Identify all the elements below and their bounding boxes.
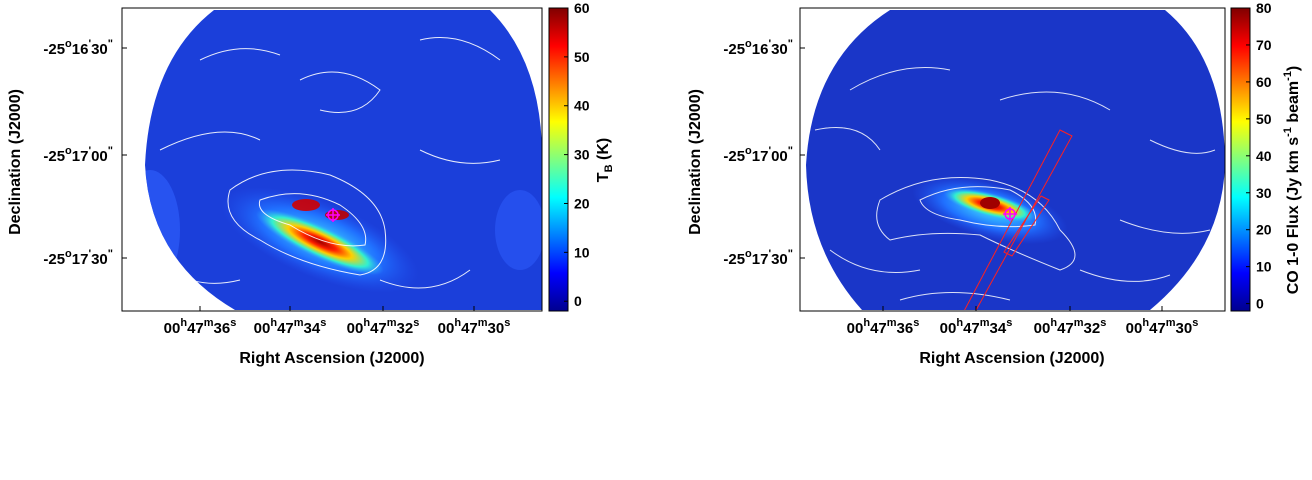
left-colorbar-label: TB (K) <box>595 138 615 182</box>
y-tick-label: -25o17'00" <box>723 145 793 165</box>
x-tick-label: 00h47m36s <box>164 317 237 337</box>
colorbar-tick-label: 50 <box>574 49 590 65</box>
colorbar-tick-label: 10 <box>574 244 590 260</box>
colorbar-tick-label: 60 <box>1256 74 1272 90</box>
x-tick-label: 00h47m30s <box>438 317 511 337</box>
colorbar-tick-label: 40 <box>1256 148 1272 164</box>
left-x-ticks: 00h47m36s 00h47m34s 00h47m32s 00h47m30s <box>164 306 511 337</box>
colorbar-tick-label: 40 <box>574 98 590 114</box>
colorbar-tick-label: 10 <box>1256 259 1272 275</box>
colorbar-tick-label: 70 <box>1256 37 1272 53</box>
colorbar-tick-label: 80 <box>1256 0 1272 16</box>
left-plot-frame <box>121 7 543 312</box>
left-panel: 0 10 20 30 40 50 60 TB (K) -25o16'30" -25o17'00… <box>7 0 615 367</box>
y-tick-label: -25o16'30" <box>723 38 793 58</box>
colorbar-tick-label: 60 <box>574 0 590 16</box>
right-colorbar-label: CO 1-0 Flux (Jy km s-1 beam-1) <box>1282 66 1302 295</box>
left-x-label: Right Ascension (J2000) <box>239 350 424 367</box>
x-tick-label: 00h47m34s <box>254 317 327 337</box>
left-colorbar <box>548 7 569 312</box>
right-map <box>806 10 1225 310</box>
right-y-ticks: -25o16'30" -25o17'00" -25o17'30" <box>723 38 805 268</box>
right-plot-frame <box>799 7 1226 312</box>
x-tick-label: 00h47m34s <box>940 317 1013 337</box>
colorbar-tick-label: 30 <box>1256 185 1272 201</box>
right-x-label: Right Ascension (J2000) <box>919 350 1104 367</box>
right-x-ticks: 00h47m36s 00h47m34s 00h47m32s 00h47m30s <box>847 306 1199 337</box>
left-y-label: Declination (J2000) <box>7 89 24 235</box>
colorbar-tick-label: 20 <box>1256 222 1272 238</box>
colorbar-tick-label: 0 <box>1256 296 1264 312</box>
x-tick-label: 00h47m36s <box>847 317 920 337</box>
right-y-label: Declination (J2000) <box>687 89 704 235</box>
right-colorbar <box>1230 7 1251 312</box>
left-colorbar-ticks: 0 10 20 30 40 50 60 <box>564 0 590 309</box>
y-tick-label: -25o17'30" <box>723 248 793 268</box>
y-tick-label: -25o17'30" <box>43 248 113 268</box>
y-tick-label: -25o16'30" <box>43 38 113 58</box>
left-map <box>145 10 542 310</box>
left-y-ticks: -25o16'30" -25o17'00" -25o17'30" <box>43 38 127 268</box>
colorbar-tick-label: 0 <box>574 293 582 309</box>
colorbar-tick-label: 30 <box>574 147 590 163</box>
x-tick-label: 00h47m32s <box>347 317 420 337</box>
x-tick-label: 00h47m30s <box>1126 317 1199 337</box>
colorbar-tick-label: 20 <box>574 195 590 211</box>
colorbar-tick-label: 50 <box>1256 111 1272 127</box>
right-colorbar-ticks: 0 10 20 30 40 50 60 70 80 <box>1246 0 1272 312</box>
right-panel: 0 10 20 30 40 50 60 70 80 CO 1-0 Flux (Jy km s-1… <box>687 0 1302 367</box>
x-tick-label: 00h47m32s <box>1034 317 1107 337</box>
y-tick-label: -25o17'00" <box>43 145 113 165</box>
